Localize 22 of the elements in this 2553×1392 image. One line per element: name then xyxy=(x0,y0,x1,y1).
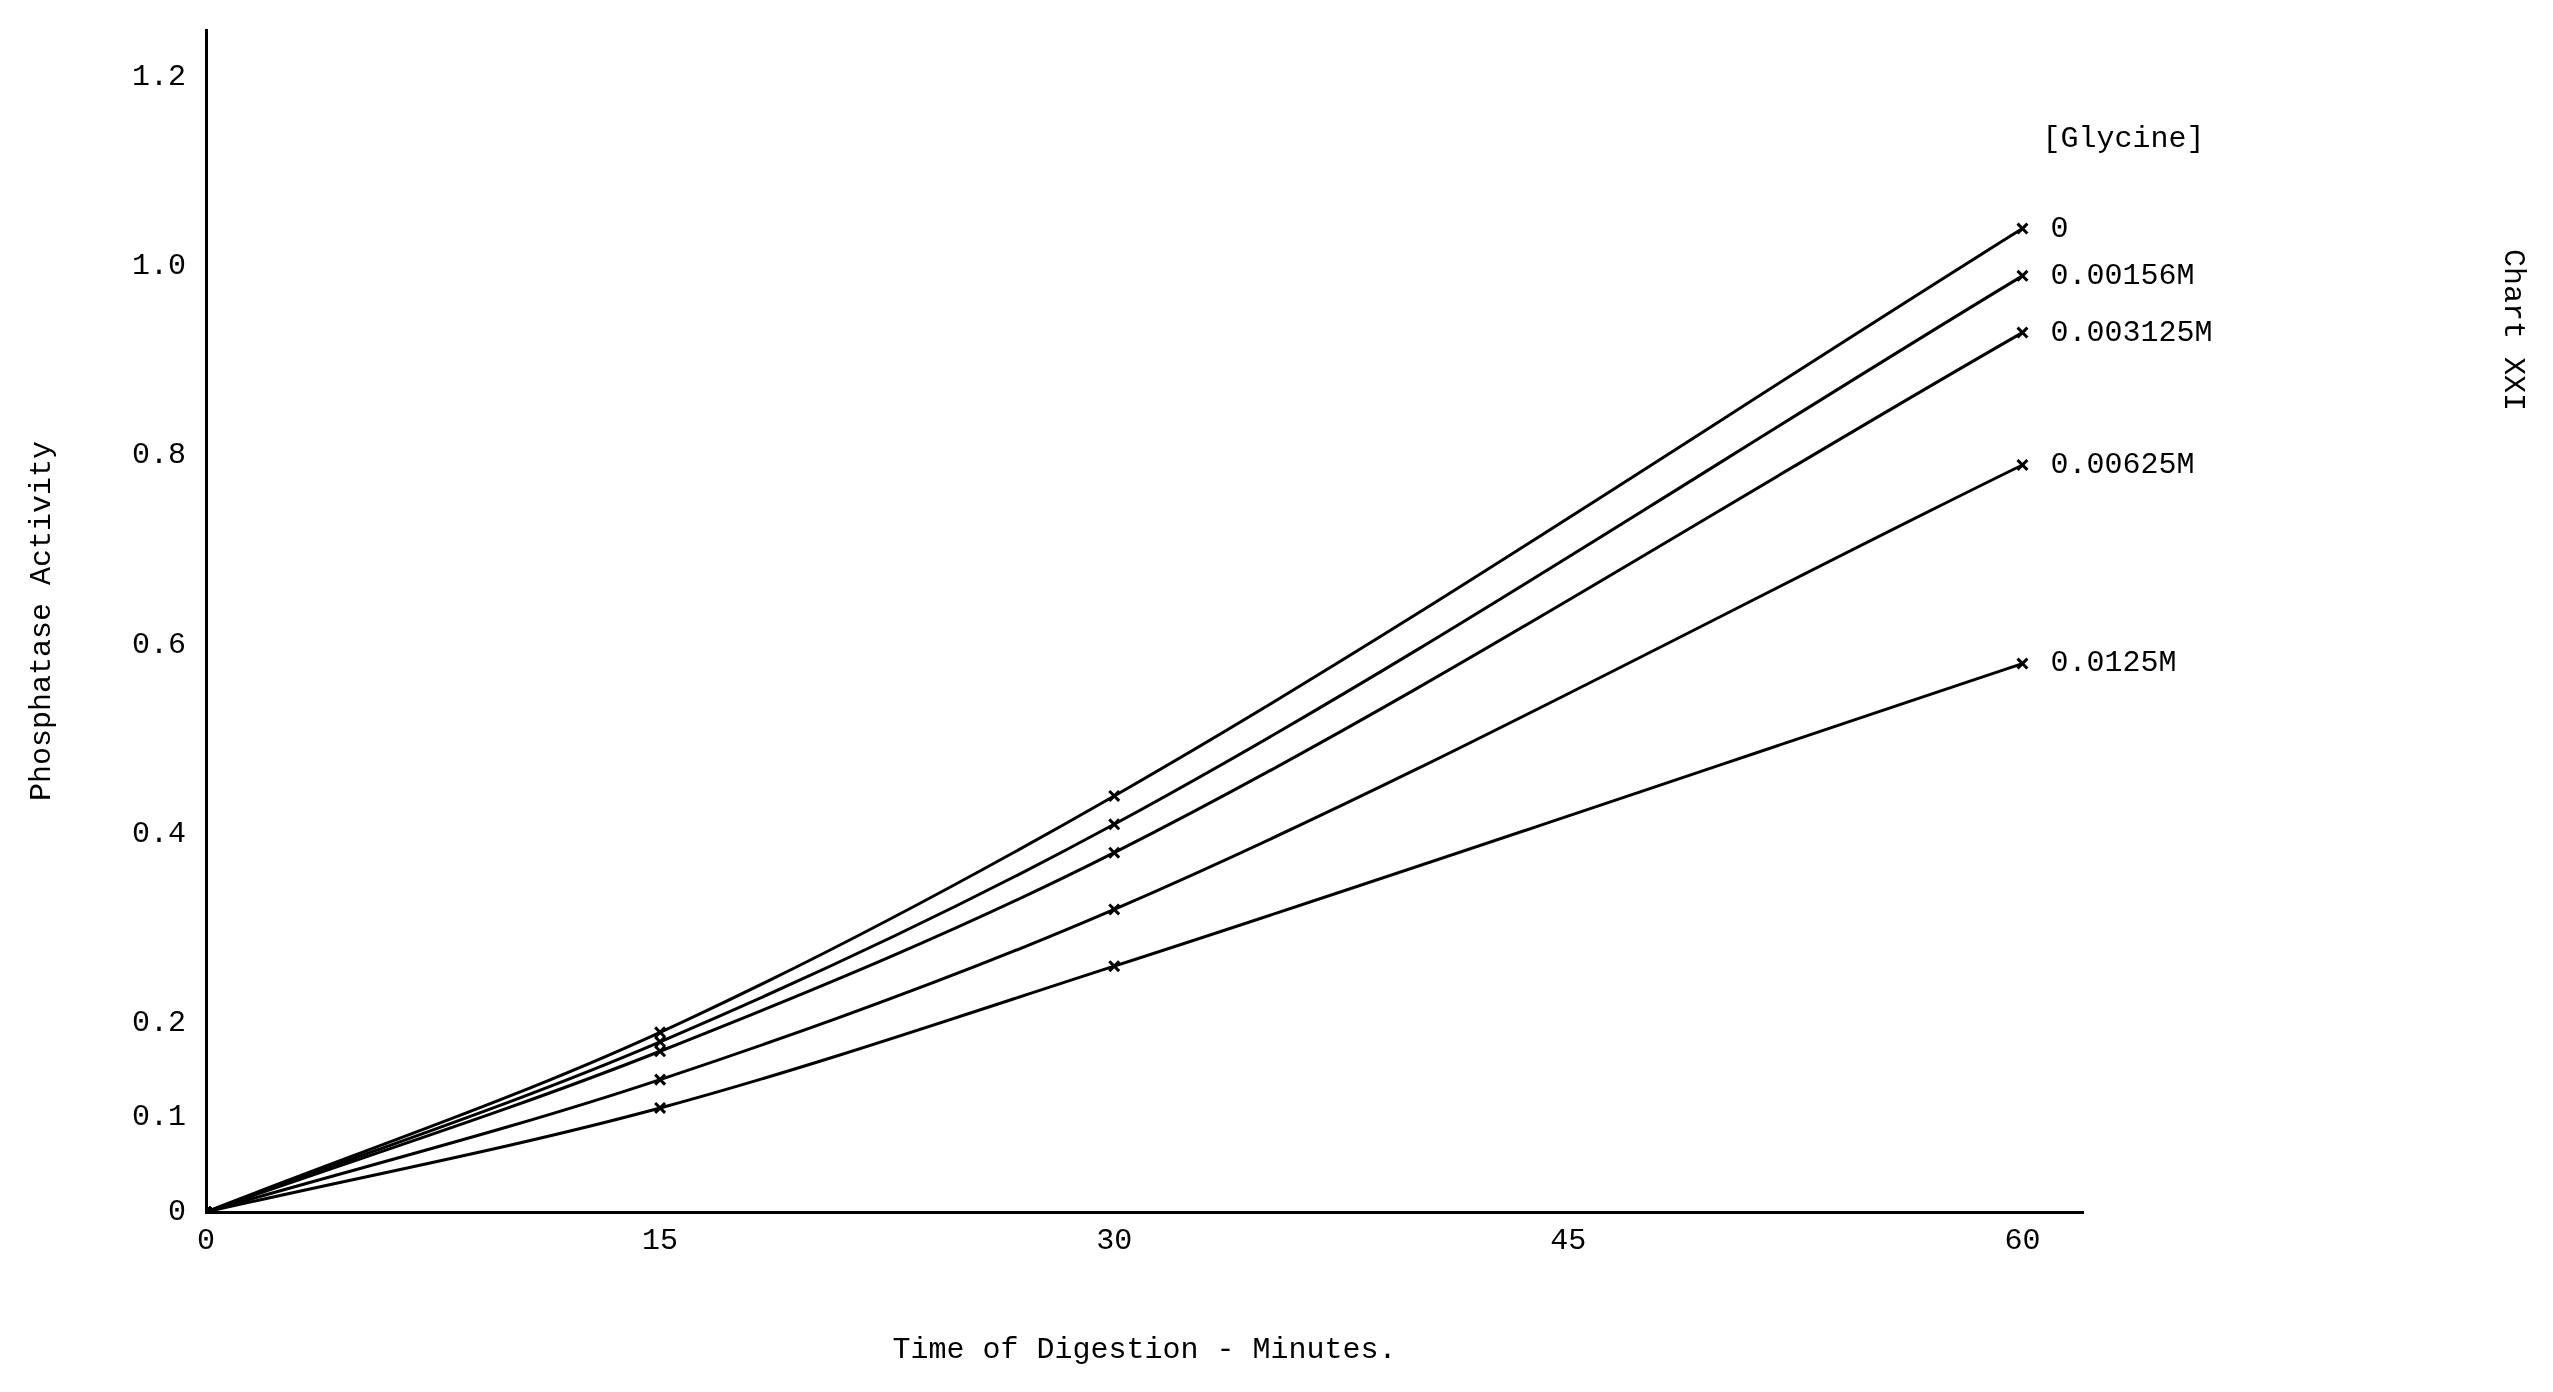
y-tick-label: 1.0 xyxy=(131,249,187,284)
y-tick-label: 0.4 xyxy=(131,816,187,851)
series-label: 0 xyxy=(2050,211,2069,246)
x-tick-label: 45 xyxy=(1550,1223,1587,1258)
x-tick-label: 60 xyxy=(2004,1223,2041,1258)
y-tick-label: 0.8 xyxy=(131,438,187,473)
y-tick-label: 0.1 xyxy=(131,1100,187,1135)
x-axis-title: Time of Digestion - Minutes. xyxy=(892,1332,1397,1367)
series-label: 0.003125M xyxy=(2050,315,2213,350)
y-tick-label: 1.2 xyxy=(131,60,187,95)
series-label: 0.0125M xyxy=(2050,646,2177,681)
x-tick-label: 0 xyxy=(197,1223,216,1258)
series-label: 0.00156M xyxy=(2050,258,2195,293)
y-tick-label: 0.6 xyxy=(131,627,187,662)
series-label: 0.00625M xyxy=(2050,447,2195,482)
y-tick-label: 0 xyxy=(167,1194,187,1229)
y-tick-label: 0.2 xyxy=(131,1005,187,1040)
y-axis-title: Phosphatase Activity xyxy=(24,440,59,802)
legend-title: [Glycine] xyxy=(2042,121,2205,156)
x-tick-label: 15 xyxy=(642,1223,679,1258)
x-tick-label: 30 xyxy=(1096,1223,1133,1258)
text: Chart XXI xyxy=(2496,248,2531,412)
